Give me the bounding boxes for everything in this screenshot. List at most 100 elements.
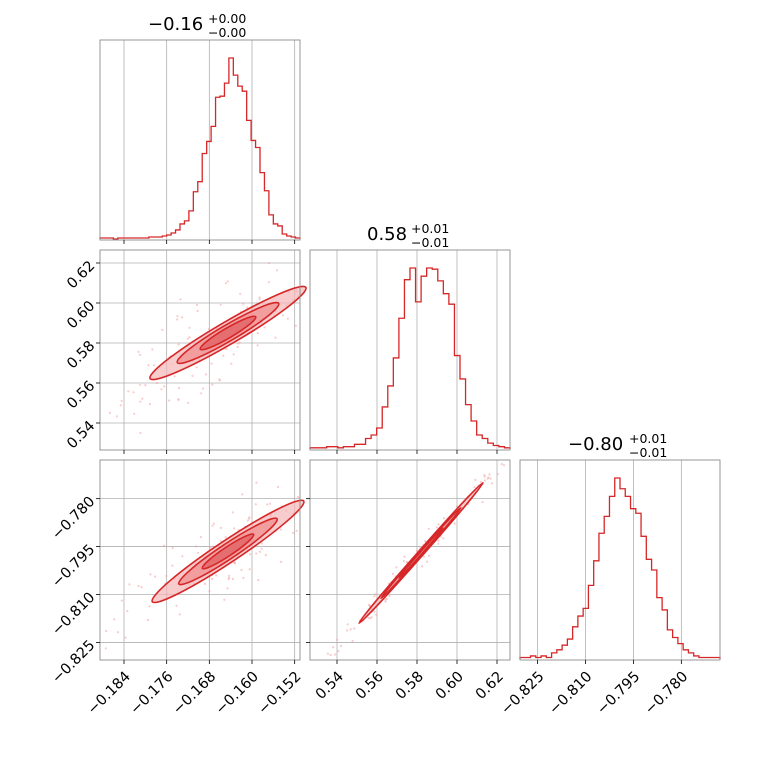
scatter-point xyxy=(138,353,141,356)
scatter-point xyxy=(426,560,429,563)
scatter-point xyxy=(276,269,279,272)
scatter-point xyxy=(488,473,491,476)
scatter-point xyxy=(176,315,179,318)
panel-hist-param-3 xyxy=(520,460,720,660)
scatter-point xyxy=(248,517,251,520)
scatter-point xyxy=(171,547,174,550)
scatter-point xyxy=(148,605,151,608)
scatter-point xyxy=(268,502,272,505)
scatter-point xyxy=(226,587,229,590)
panel-frame xyxy=(309,249,511,451)
tick-label-x-param-3: −0.825 xyxy=(498,669,547,718)
tick-label-y-param-2: 0.54 xyxy=(64,418,98,452)
scatter-point xyxy=(211,383,214,386)
scatter-point xyxy=(496,472,499,476)
scatter-point xyxy=(204,373,208,376)
tick-label-y-param-2: 0.60 xyxy=(64,298,98,332)
scatter-point xyxy=(280,560,283,564)
scatter-point xyxy=(133,412,136,415)
scatter-point xyxy=(147,364,150,367)
scatter-point xyxy=(105,629,108,633)
scatter-point xyxy=(179,298,182,301)
scatter-point xyxy=(479,480,482,483)
scatter-point xyxy=(237,342,240,345)
tick-label-x-param-2: 0.58 xyxy=(393,669,427,703)
scatter-point xyxy=(181,555,184,558)
scatter-point xyxy=(126,610,129,613)
scatter-point xyxy=(339,644,343,648)
tick-label-x-param-1: −0.184 xyxy=(85,669,134,718)
scatter-point xyxy=(473,486,476,489)
scatter-point xyxy=(391,572,394,576)
scatter-point xyxy=(292,531,295,535)
tick-label-x-param-1: −0.152 xyxy=(255,669,304,718)
scatter-point xyxy=(374,593,377,596)
scatter-point xyxy=(258,296,261,299)
tick-label-x-param-1: −0.176 xyxy=(127,669,176,718)
scatter-point xyxy=(267,262,271,265)
scatter-point xyxy=(138,383,141,386)
scatter-point xyxy=(139,431,142,435)
scatter-point xyxy=(203,582,207,586)
tick-label-x-param-1: −0.168 xyxy=(170,669,219,718)
scatter-point xyxy=(178,387,181,390)
scatter-point xyxy=(148,403,151,406)
scatter-point xyxy=(199,536,202,539)
tick-label-x-param-2: 0.60 xyxy=(433,669,467,703)
scatter-point xyxy=(219,303,222,306)
scatter-point xyxy=(154,575,157,578)
tick-label-y-param-3: −0.780 xyxy=(49,494,98,543)
scatter-point xyxy=(195,303,199,307)
scatter-point xyxy=(332,646,335,649)
scatter-point xyxy=(405,561,409,564)
scatter-point xyxy=(173,375,176,378)
title-param-3-upper: +0.01 xyxy=(629,431,667,446)
panel-hist-param-2 xyxy=(310,250,510,450)
scatter-point xyxy=(219,526,222,530)
scatter-point xyxy=(120,399,123,402)
scatter-point xyxy=(207,327,210,331)
scatter-point xyxy=(140,586,143,589)
contour-level-3-param-1-vs-2 xyxy=(199,315,257,351)
scatter-point xyxy=(233,527,236,530)
tick-label-y-param-3: −0.810 xyxy=(49,590,98,639)
scatter-point xyxy=(177,398,180,401)
scatter-point xyxy=(254,503,257,506)
scatter-point xyxy=(176,318,179,321)
scatter-point xyxy=(171,564,174,567)
scatter-point xyxy=(165,574,168,578)
scatter-point xyxy=(119,404,122,407)
scatter-point xyxy=(502,464,506,467)
scatter-point xyxy=(200,392,203,395)
scatter-point xyxy=(246,519,249,522)
scatter-point xyxy=(281,314,284,317)
scatter-point xyxy=(427,554,430,557)
scatter-point xyxy=(208,590,211,593)
scatter-point xyxy=(231,577,234,581)
scatter-point xyxy=(286,317,289,320)
tick-label-x-param-2: 0.62 xyxy=(473,669,507,703)
title-param-3: −0.80 xyxy=(568,434,623,455)
title-param-2-upper: +0.01 xyxy=(411,221,449,236)
tick-label-y-param-2: 0.58 xyxy=(64,338,98,372)
scatter-point xyxy=(367,616,370,620)
histogram-param-2 xyxy=(309,267,511,449)
scatter-point xyxy=(422,555,426,558)
scatter-point xyxy=(187,401,190,404)
scatter-point xyxy=(224,282,228,285)
scatter-point xyxy=(260,547,263,550)
scatter-point xyxy=(435,526,438,529)
scatter-point xyxy=(351,639,354,643)
scatter-point xyxy=(241,493,244,496)
scatter-point xyxy=(104,647,107,650)
scatter-point xyxy=(375,613,378,616)
scatter-point xyxy=(246,306,249,309)
scatter-point xyxy=(256,344,259,347)
title-param-1-upper: +0.00 xyxy=(208,11,246,26)
scatter-point xyxy=(474,478,477,481)
scatter-point xyxy=(113,618,116,621)
scatter-point xyxy=(442,517,445,520)
tick-label-x-param-3: −0.780 xyxy=(642,669,691,718)
scatter-point xyxy=(232,353,235,356)
title-param-1-lower: −0.00 xyxy=(208,25,246,40)
